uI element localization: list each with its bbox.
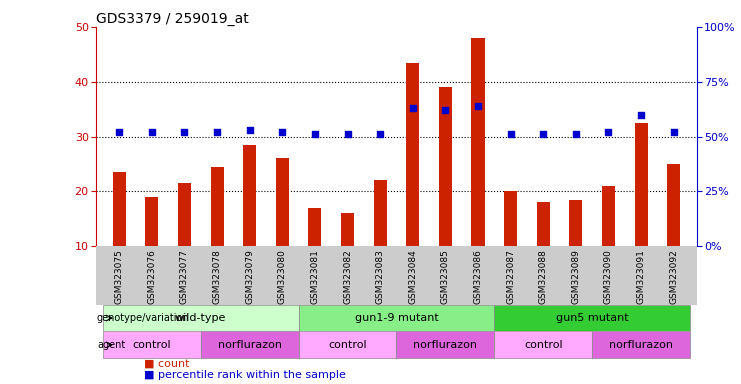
Text: GSM323087: GSM323087 xyxy=(506,249,515,304)
Point xyxy=(374,131,386,137)
Point xyxy=(537,131,549,137)
Text: control: control xyxy=(328,340,367,350)
Text: GSM323078: GSM323078 xyxy=(213,249,222,304)
Bar xyxy=(396,331,494,358)
Bar xyxy=(634,123,648,301)
Text: wild-type: wild-type xyxy=(175,313,227,323)
Point xyxy=(309,131,321,137)
Text: GSM323077: GSM323077 xyxy=(180,249,189,304)
Bar xyxy=(592,331,690,358)
Text: GDS3379 / 259019_at: GDS3379 / 259019_at xyxy=(96,12,249,26)
Bar xyxy=(299,305,494,331)
Bar xyxy=(536,202,550,301)
Point xyxy=(179,129,190,135)
Bar xyxy=(406,63,419,301)
Point xyxy=(472,103,484,109)
Bar xyxy=(308,208,322,301)
Text: agent: agent xyxy=(97,340,125,350)
Text: GSM323090: GSM323090 xyxy=(604,249,613,304)
Text: GSM323086: GSM323086 xyxy=(473,249,482,304)
Bar xyxy=(103,331,201,358)
Point xyxy=(635,111,647,118)
Bar xyxy=(178,183,191,301)
Text: GSM323081: GSM323081 xyxy=(310,249,319,304)
Bar xyxy=(113,172,126,301)
Text: ■ count: ■ count xyxy=(144,359,190,369)
Bar xyxy=(667,164,680,301)
Point xyxy=(407,105,419,111)
Text: GSM323092: GSM323092 xyxy=(669,249,678,304)
Text: GSM323084: GSM323084 xyxy=(408,249,417,304)
Text: GSM323080: GSM323080 xyxy=(278,249,287,304)
Text: control: control xyxy=(524,340,562,350)
Bar xyxy=(373,180,387,301)
Point xyxy=(342,131,353,137)
Text: GSM323079: GSM323079 xyxy=(245,249,254,304)
Text: GSM323083: GSM323083 xyxy=(376,249,385,304)
Point xyxy=(113,129,125,135)
Text: control: control xyxy=(133,340,171,350)
Point xyxy=(276,129,288,135)
Point xyxy=(211,129,223,135)
Text: GSM323075: GSM323075 xyxy=(115,249,124,304)
Bar xyxy=(439,87,452,301)
Bar xyxy=(494,331,592,358)
Point xyxy=(505,131,516,137)
Text: norflurazon: norflurazon xyxy=(218,340,282,350)
Point xyxy=(146,129,158,135)
Text: ■ percentile rank within the sample: ■ percentile rank within the sample xyxy=(144,370,346,380)
Point xyxy=(439,107,451,113)
Point xyxy=(668,129,679,135)
Text: gun5 mutant: gun5 mutant xyxy=(556,313,628,323)
Point xyxy=(244,127,256,133)
Bar xyxy=(276,159,289,301)
Bar xyxy=(471,38,485,301)
Bar xyxy=(602,186,615,301)
Text: GSM323089: GSM323089 xyxy=(571,249,580,304)
Bar xyxy=(341,213,354,301)
Bar xyxy=(210,167,224,301)
Text: genotype/variation: genotype/variation xyxy=(97,313,190,323)
Bar xyxy=(103,305,299,331)
Bar xyxy=(299,331,396,358)
Text: gun1-9 mutant: gun1-9 mutant xyxy=(354,313,439,323)
Text: GSM323088: GSM323088 xyxy=(539,249,548,304)
Bar xyxy=(201,331,299,358)
Bar xyxy=(494,305,690,331)
Point xyxy=(570,131,582,137)
Text: norflurazon: norflurazon xyxy=(609,340,673,350)
Text: GSM323076: GSM323076 xyxy=(147,249,156,304)
Text: GSM323091: GSM323091 xyxy=(637,249,645,304)
Bar xyxy=(504,191,517,301)
Bar xyxy=(243,145,256,301)
Text: GSM323082: GSM323082 xyxy=(343,249,352,304)
Point xyxy=(602,129,614,135)
Bar xyxy=(145,197,159,301)
Text: norflurazon: norflurazon xyxy=(413,340,477,350)
Text: GSM323085: GSM323085 xyxy=(441,249,450,304)
Bar xyxy=(569,200,582,301)
